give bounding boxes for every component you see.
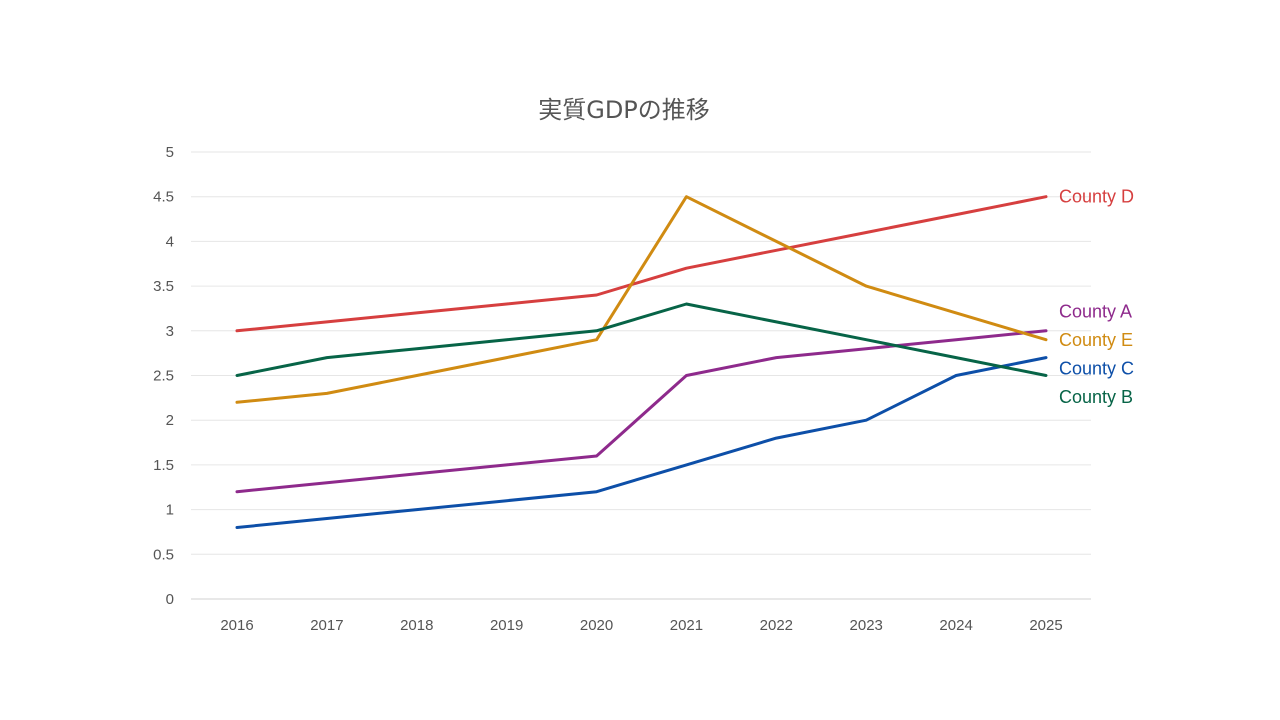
series-line [235, 302, 1048, 377]
x-tick-label: 2023 [850, 617, 883, 634]
y-tick-label: 4.5 [153, 189, 174, 206]
series-line [235, 195, 1048, 404]
series-label: County E [1059, 330, 1133, 350]
y-tick-label: 0.5 [153, 546, 174, 563]
series-layer [235, 195, 1048, 529]
series-labels: County D County A County E County C County B [1059, 187, 1134, 407]
x-tick-label: 2019 [490, 617, 523, 634]
chart-title: 実質GDPの推移 [538, 96, 710, 124]
series-line [235, 356, 1048, 529]
x-tick-label: 2018 [400, 617, 433, 634]
axis-layer: 0 0.5 1 1.5 2 2.5 3 3.5 4 4.5 5 2016 2017 2018 2019 202… [153, 144, 1063, 634]
x-tick-label: 2022 [760, 617, 793, 634]
y-tick-label: 0 [166, 591, 174, 608]
series-line [235, 195, 1048, 333]
y-tick-label: 2.5 [153, 368, 174, 385]
grid-layer [191, 151, 1091, 600]
x-tick-label: 2020 [580, 617, 613, 634]
x-tick-label: 2016 [220, 617, 253, 634]
x-tick-label: 2017 [310, 617, 343, 634]
x-tick-label: 2021 [670, 617, 703, 634]
series-label: County A [1059, 302, 1132, 322]
series-label: County C [1059, 359, 1134, 379]
y-tick-label: 1 [166, 502, 174, 519]
series-label: County D [1059, 187, 1134, 207]
y-tick-label: 2 [166, 412, 174, 429]
series-label: County B [1059, 387, 1133, 407]
y-tick-label: 1.5 [153, 457, 174, 474]
y-tick-label: 3 [166, 323, 174, 340]
y-tick-label: 3.5 [153, 278, 174, 295]
x-tick-label: 2024 [939, 617, 972, 634]
series-line [235, 329, 1048, 494]
y-tick-label: 4 [166, 233, 174, 250]
y-tick-label: 5 [166, 144, 174, 161]
x-tick-label: 2025 [1029, 617, 1062, 634]
